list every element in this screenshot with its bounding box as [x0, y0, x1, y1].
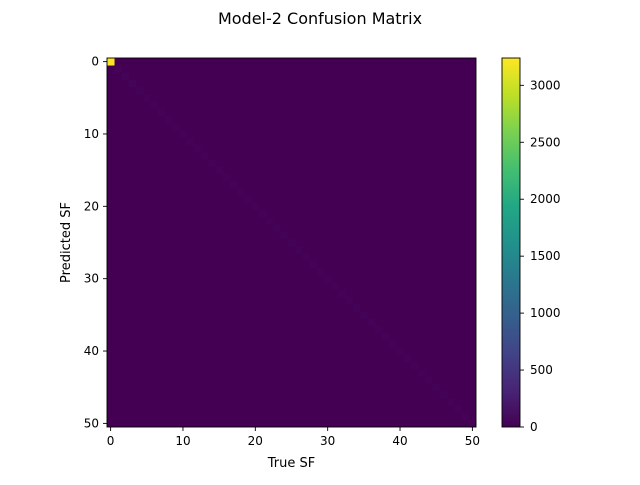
y-axis-label: Predicted SF	[59, 202, 74, 283]
x-tick-label: 10	[175, 434, 190, 448]
heatmap-cell	[403, 354, 412, 363]
heatmap-cell	[280, 231, 289, 240]
chart-title: Model-2 Confusion Matrix	[218, 9, 422, 28]
y-axis-ticks: 0 10 20 30 40 50	[84, 55, 107, 430]
heatmap-cell	[179, 130, 187, 138]
y-tick-label: 40	[84, 344, 99, 358]
heatmap-cell	[121, 72, 130, 81]
colorbar-tick-label: 500	[530, 363, 553, 377]
heatmap-cell	[164, 115, 173, 124]
x-axis-label: True SF	[267, 456, 315, 471]
heatmap-cell	[381, 332, 390, 341]
heatmap-cell	[425, 376, 433, 384]
heatmap-cell	[208, 159, 216, 167]
heatmap-cell	[201, 152, 209, 160]
heatmap-cell	[353, 304, 361, 312]
y-tick-label: 10	[84, 127, 99, 141]
heatmap-cell	[157, 108, 166, 117]
heatmap-cell	[468, 419, 477, 428]
heatmap-cell	[244, 195, 253, 204]
heatmap-cell	[114, 65, 122, 73]
x-tick-label: 20	[248, 434, 263, 448]
heatmap-cell	[128, 79, 137, 88]
heatmap-cell	[389, 340, 397, 348]
y-tick-label: 30	[84, 272, 99, 286]
heatmap-cell	[454, 405, 462, 413]
x-tick-label: 50	[465, 434, 480, 448]
y-tick-label: 20	[84, 199, 99, 213]
heatmap-cell	[222, 173, 231, 182]
colorbar-tick-label: 0	[530, 420, 538, 434]
heatmap-cell	[258, 209, 267, 218]
heatmap-cell	[360, 311, 368, 319]
heatmap-cells	[107, 58, 477, 428]
x-tick-label: 30	[320, 434, 335, 448]
colorbar-ticks: 0 500 1000 1500 2000 2500 3000	[520, 78, 561, 434]
heatmap-cell	[367, 318, 376, 327]
heatmap-cell	[316, 267, 325, 276]
heatmap-cell	[186, 137, 195, 146]
heatmap-cell	[418, 369, 426, 377]
heatmap-cell	[439, 390, 448, 399]
heatmap-cell	[193, 144, 202, 153]
y-tick-label: 0	[91, 55, 99, 69]
heatmap-cell	[107, 58, 115, 66]
heatmap-cell	[447, 398, 455, 406]
colorbar-tick-label: 3000	[530, 78, 561, 92]
heatmap-cell	[338, 289, 347, 298]
heatmap-cell	[345, 296, 354, 305]
heatmap-cell	[461, 412, 470, 421]
plot-frame	[106, 57, 477, 428]
heatmap-cell	[251, 202, 260, 211]
heatmap-cell	[266, 217, 274, 225]
heatmap-cell	[143, 94, 151, 102]
heatmap-cell	[331, 282, 339, 290]
heatmap-cell	[432, 383, 441, 392]
heatmap-cell	[302, 253, 310, 261]
heatmap-cell	[410, 361, 419, 370]
heatmap-cell	[135, 86, 144, 95]
colorbar	[501, 57, 521, 428]
heatmap-cell	[287, 238, 296, 247]
heatmap-cell	[237, 188, 245, 196]
x-tick-label: 40	[392, 434, 407, 448]
y-tick-label: 50	[84, 416, 99, 430]
colorbar-tick-label: 2500	[530, 135, 561, 149]
x-tick-label: 0	[107, 434, 115, 448]
colorbar-tick-label: 1000	[530, 306, 561, 320]
heatmap-cell	[230, 181, 238, 189]
heatmap-cell	[172, 123, 180, 131]
heatmap-cell	[295, 246, 303, 254]
heatmap-cell	[309, 260, 318, 269]
heatmap-cell	[150, 101, 158, 109]
colorbar-tick-label: 1500	[530, 249, 561, 263]
colorbar-tick-label: 2000	[530, 192, 561, 206]
heatmap-cell	[396, 347, 404, 355]
heatmap-cell	[374, 325, 383, 334]
heatmap-cell	[215, 166, 224, 175]
heatmap-cell	[324, 275, 332, 283]
x-axis-ticks: 0 10 20 30 40 50	[107, 427, 480, 448]
heatmap-cell	[273, 224, 281, 232]
